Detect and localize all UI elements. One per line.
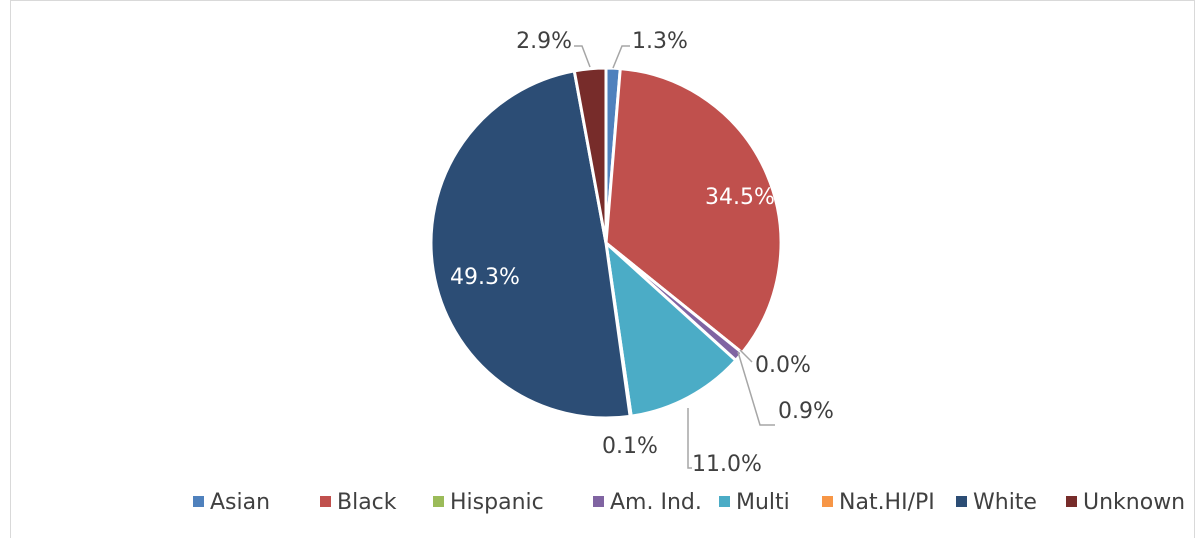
legend-swatch	[593, 496, 604, 507]
legend-swatch	[193, 496, 204, 507]
legend-swatch	[320, 496, 331, 507]
legend-label: Unknown	[1083, 490, 1185, 515]
data-label: 34.5%	[705, 185, 775, 210]
legend-label: Hispanic	[450, 490, 544, 515]
legend-swatch	[1066, 496, 1077, 507]
legend-label: White	[973, 490, 1037, 515]
data-label: 0.1%	[602, 434, 658, 459]
pie-slice	[604, 66, 783, 355]
legend-label: Black	[337, 490, 397, 515]
legend-label: Am. Ind.	[610, 490, 702, 515]
data-label: 0.9%	[778, 399, 834, 424]
legend-swatch	[956, 496, 967, 507]
data-label: 0.0%	[755, 353, 811, 378]
leader-line	[574, 45, 591, 68]
leader-line	[739, 349, 753, 363]
leader-line	[737, 351, 775, 426]
pie-slice	[572, 66, 608, 244]
data-label: 49.3%	[450, 265, 520, 290]
data-label: 2.9%	[516, 29, 572, 54]
legend-swatch	[433, 496, 444, 507]
leader-line	[612, 45, 630, 69]
legend-swatch	[822, 496, 833, 507]
legend-label: Multi	[736, 490, 790, 515]
pie-slice	[603, 239, 738, 418]
legend-label: Asian	[210, 490, 270, 515]
legend-swatch	[719, 496, 730, 507]
legend-label: Nat.HI/PI	[839, 490, 935, 515]
data-label: 1.3%	[632, 29, 688, 54]
leader-line	[687, 408, 692, 469]
pie-slice	[429, 69, 632, 420]
data-label: 11.0%	[692, 452, 762, 477]
